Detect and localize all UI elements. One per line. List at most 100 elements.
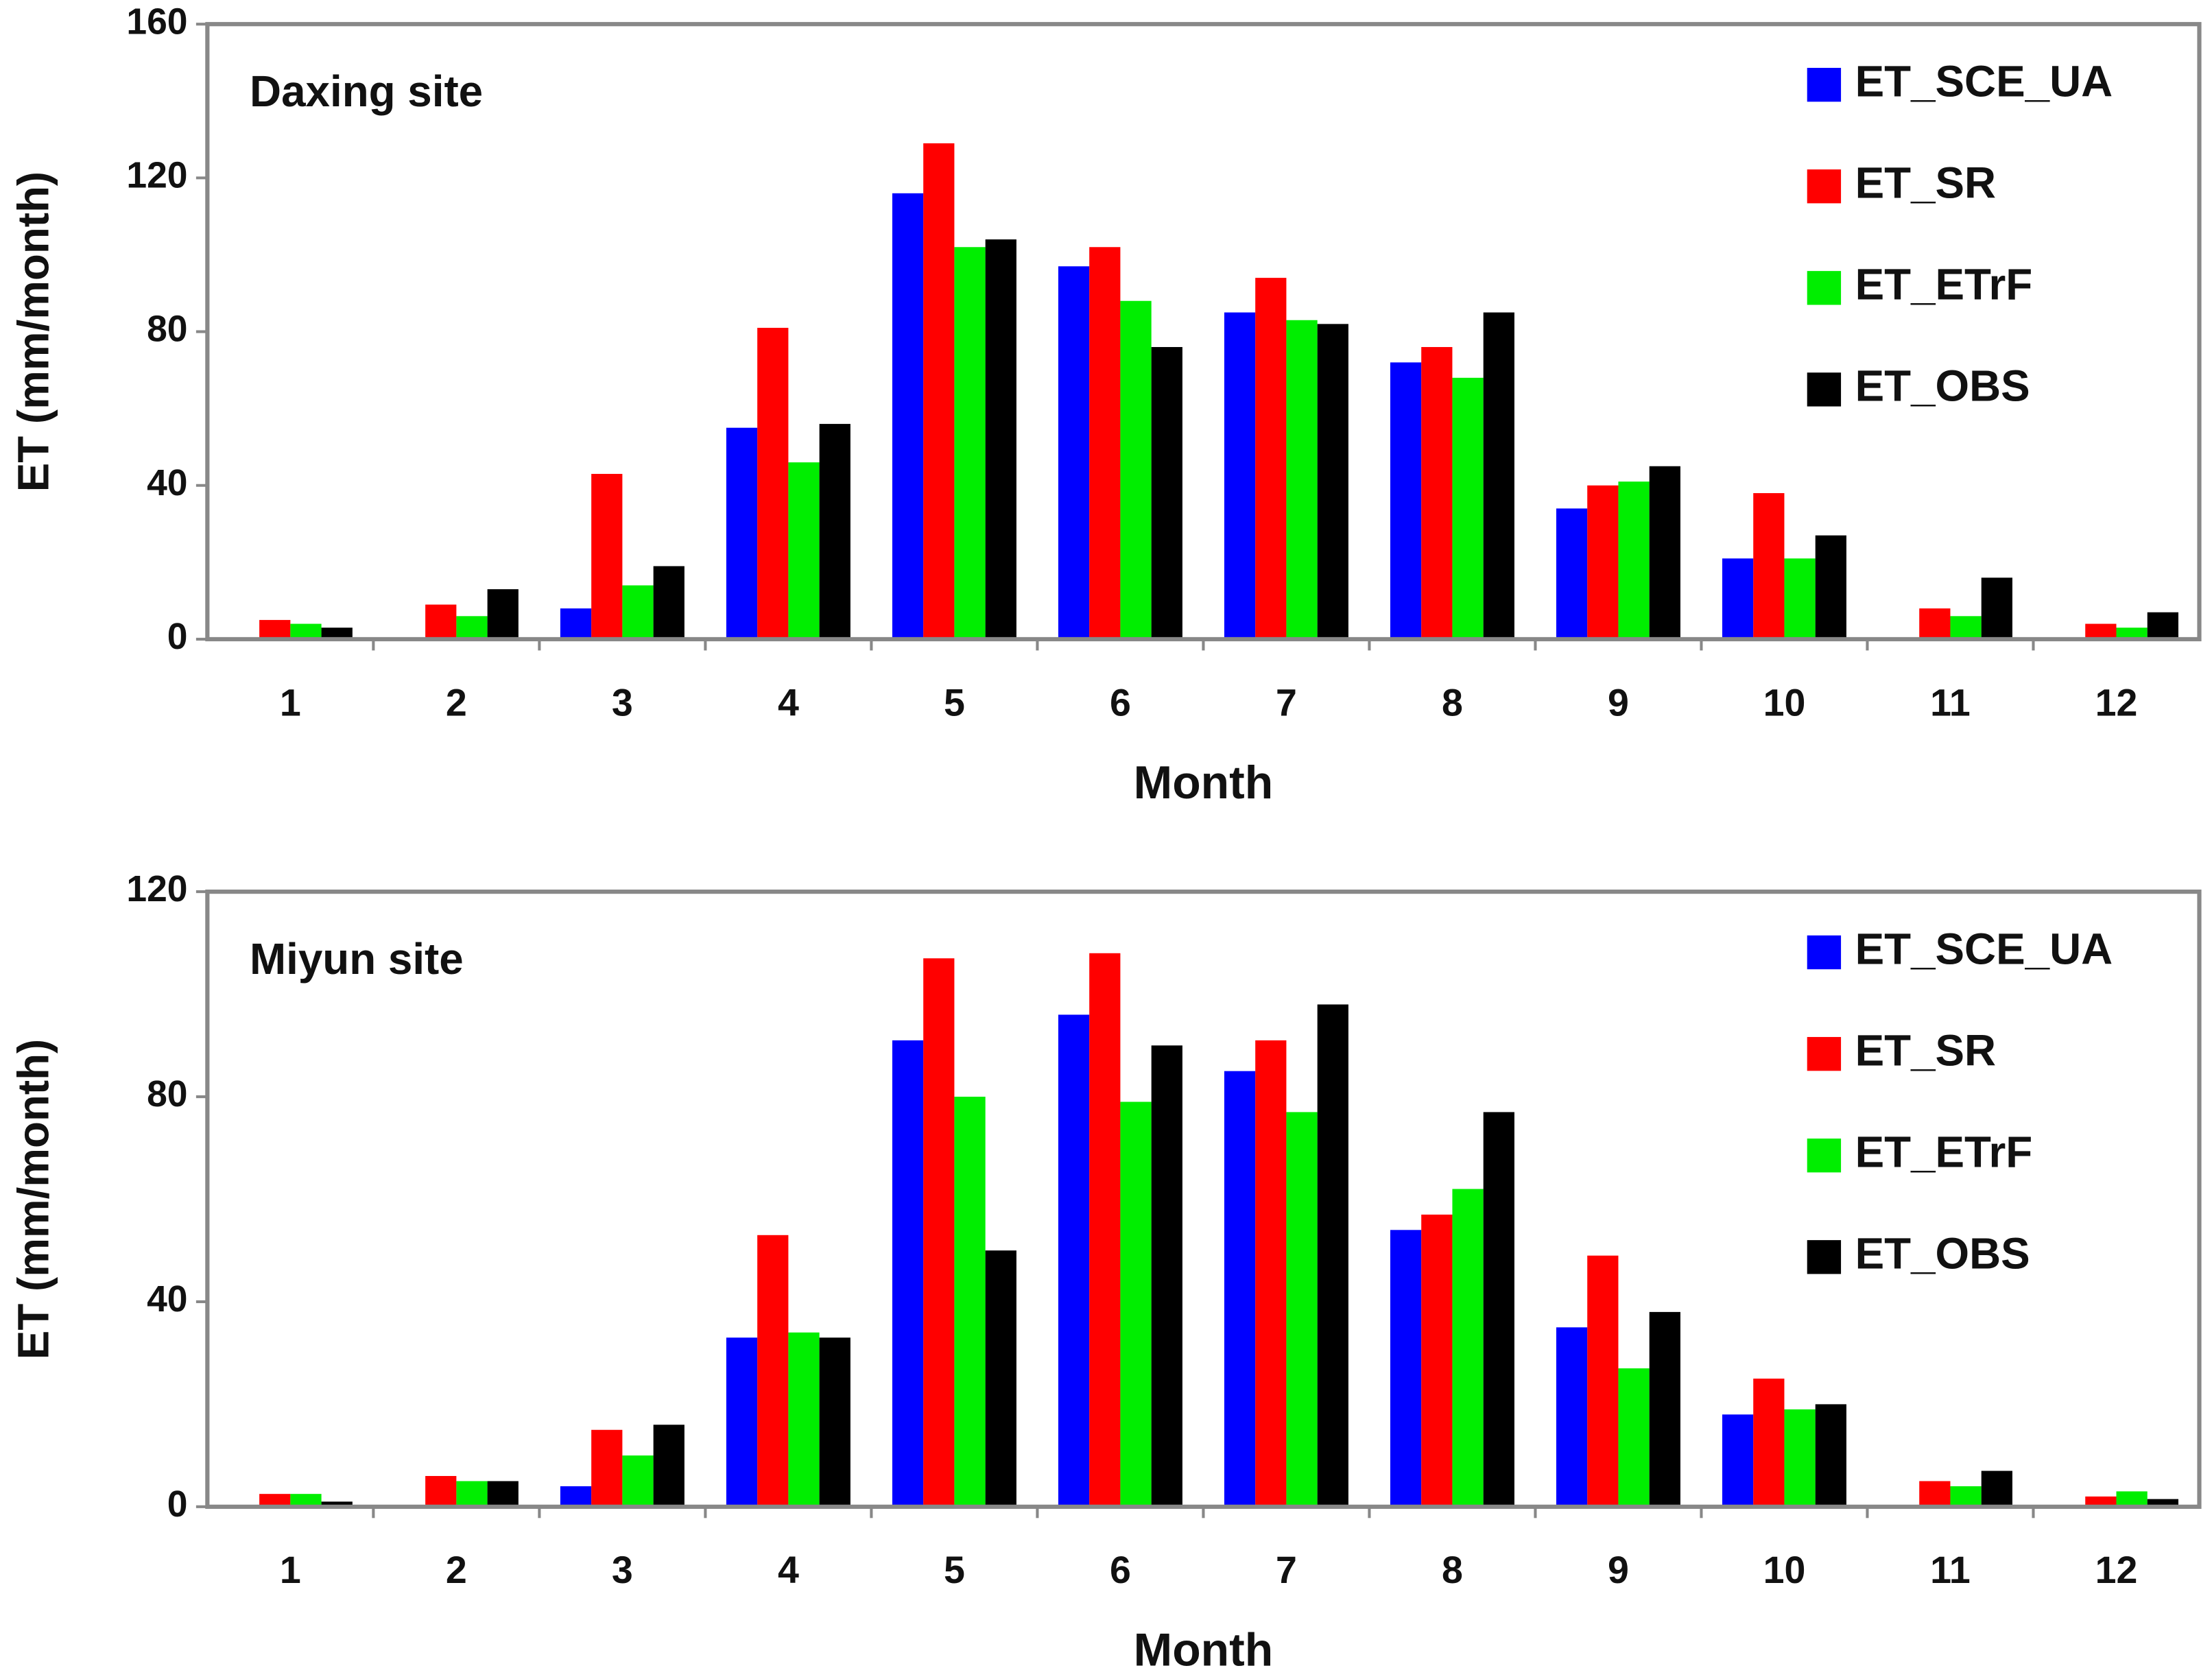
- bar: [560, 608, 592, 639]
- legend-label: ET_ETrF: [1855, 1128, 2033, 1177]
- bar: [1058, 1014, 1090, 1507]
- y-tick-label: 0: [167, 1484, 188, 1525]
- legend-swatch: [1807, 271, 1842, 305]
- bar: [1317, 1004, 1348, 1507]
- x-tick-label: 7: [1276, 1549, 1297, 1591]
- bar: [290, 623, 322, 639]
- x-tick-label: 8: [1442, 681, 1463, 724]
- plot-frame: [205, 890, 2202, 1509]
- y-tick-label: 120: [126, 156, 187, 196]
- bar: [2085, 1496, 2117, 1507]
- y-axis-label: ET (mm/month): [8, 171, 58, 492]
- legend-swatch: [1807, 372, 1842, 407]
- bar: [1224, 312, 1256, 639]
- bar: [456, 616, 488, 639]
- bar: [1151, 346, 1182, 639]
- bar: [1815, 535, 1846, 639]
- bar: [892, 1040, 924, 1507]
- bar: [819, 424, 851, 639]
- bar: [892, 193, 924, 639]
- x-tick-label: 10: [1763, 1549, 1806, 1591]
- bar: [954, 1097, 986, 1507]
- bar: [622, 1455, 654, 1507]
- bar: [259, 1494, 291, 1507]
- bar: [1089, 953, 1121, 1507]
- bar: [1452, 1189, 1484, 1507]
- bar: [1618, 481, 1650, 639]
- x-tick-label: 9: [1608, 1549, 1629, 1591]
- x-tick-label: 6: [1110, 681, 1131, 724]
- bar: [757, 327, 789, 639]
- x-tick-label: 12: [2095, 1549, 2138, 1591]
- bar: [1722, 558, 1754, 639]
- x-tick-label: 10: [1763, 681, 1806, 724]
- bar: [591, 473, 623, 639]
- bar: [1556, 1327, 1588, 1507]
- legend-label: ET_SR: [1855, 1025, 1996, 1075]
- x-tick-label: 5: [944, 1549, 965, 1591]
- bar: [1618, 1368, 1650, 1507]
- x-tick-label: 11: [1930, 1549, 1971, 1591]
- bar: [1483, 1112, 1514, 1507]
- x-tick-label: 5: [944, 681, 965, 724]
- y-tick-label: 80: [147, 309, 187, 350]
- x-axis-label: Month: [1134, 757, 1273, 809]
- bar: [1919, 608, 1951, 639]
- bar: [1753, 492, 1785, 639]
- y-tick-label: 80: [147, 1074, 187, 1115]
- legend-swatch: [1807, 169, 1842, 204]
- bar: [290, 1494, 322, 1507]
- x-tick-label: 8: [1442, 1549, 1463, 1591]
- x-tick-label: 12: [2095, 681, 2138, 724]
- bar: [2116, 1491, 2148, 1507]
- bar: [1255, 1040, 1287, 1507]
- bar: [1587, 1255, 1619, 1507]
- legend-swatch: [1807, 1240, 1842, 1274]
- bar: [1255, 278, 1287, 639]
- y-tick-label: 120: [126, 869, 187, 909]
- bar: [1421, 1214, 1453, 1507]
- x-tick-label: 4: [778, 1549, 799, 1591]
- y-tick-label: 160: [126, 1, 187, 42]
- bar: [425, 604, 457, 639]
- legend-label: ET_OBS: [1855, 1229, 2030, 1278]
- bar: [2085, 623, 2117, 639]
- x-tick-label: 1: [280, 681, 301, 724]
- bar: [757, 1235, 789, 1507]
- x-tick-label: 3: [612, 681, 633, 724]
- bar: [726, 427, 758, 639]
- bar: [1421, 346, 1453, 639]
- legend-swatch: [1807, 1139, 1842, 1173]
- bar: [1151, 1045, 1182, 1507]
- bar: [1981, 577, 2012, 639]
- bar: [1286, 1112, 1318, 1507]
- bar: [1317, 324, 1348, 639]
- x-tick-label: 11: [1930, 681, 1971, 724]
- legend-label: ET_ETrF: [1855, 260, 2033, 309]
- x-tick-label: 1: [280, 1549, 301, 1591]
- legend-label: ET_SCE_UA: [1855, 56, 2113, 106]
- bar: [2116, 628, 2148, 639]
- bar: [1286, 320, 1318, 639]
- legend-label: ET_SR: [1855, 158, 1996, 208]
- y-tick-label: 40: [147, 1279, 187, 1320]
- bar: [1950, 1486, 1982, 1507]
- bar: [1120, 300, 1152, 639]
- bar: [1919, 1481, 1951, 1507]
- bar: [1784, 558, 1816, 639]
- legend-label: ET_OBS: [1855, 361, 2030, 411]
- bar: [1649, 1311, 1680, 1507]
- bar: [487, 1481, 519, 1507]
- bar: [1587, 485, 1619, 639]
- bar: [425, 1476, 457, 1507]
- bar: [1722, 1414, 1754, 1507]
- bar: [1120, 1102, 1152, 1507]
- plot-frame: [205, 22, 2202, 642]
- bar: [788, 1332, 820, 1507]
- bar: [1483, 312, 1514, 639]
- bar: [2147, 1499, 2178, 1507]
- site-label: Daxing site: [250, 67, 483, 116]
- bar: [653, 566, 685, 639]
- x-tick-label: 9: [1608, 681, 1629, 724]
